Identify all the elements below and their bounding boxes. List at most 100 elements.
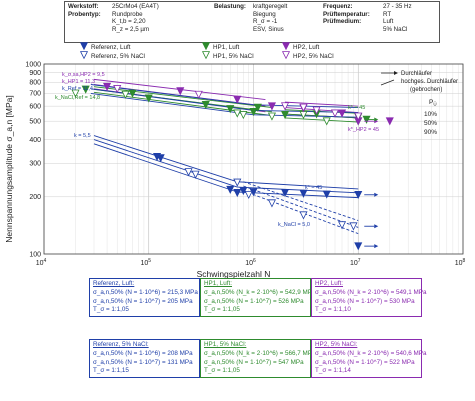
regression-line xyxy=(237,186,359,194)
y-tick-label: 800 xyxy=(29,80,41,87)
summary-box-line: σ_a,n,50% (N = 1·10^7) = 522 MPa xyxy=(315,358,415,366)
slope-label: k = 5,5 xyxy=(74,133,91,139)
summary-box-title: HP1, 5% NaCl: xyxy=(204,341,247,348)
data-point xyxy=(385,117,394,126)
legend-label: HP1, 5% NaCl xyxy=(213,53,254,60)
data-point xyxy=(280,102,290,111)
x-tick-label: 104 xyxy=(36,258,47,267)
data-point xyxy=(354,112,363,121)
data-point xyxy=(299,103,308,112)
summary-box: HP2, 5% NaCl: σ_a,n,50% (N_k = 2·10^6) = … xyxy=(311,339,427,379)
x-axis-label: Schwingspielzahl N xyxy=(197,269,271,279)
legend-marker xyxy=(281,42,291,51)
summary-box-line: T_σ = 1:1,05 xyxy=(204,367,240,375)
summary-box-line: T_σ = 1:1,10 xyxy=(315,306,351,314)
regression-line xyxy=(285,107,359,114)
regression-line xyxy=(93,135,238,183)
data-point xyxy=(337,109,347,118)
data-point xyxy=(156,154,165,163)
header-value: K_t,b = 2,20 xyxy=(112,18,146,26)
slope-label: k_NaCl = 5,0 xyxy=(278,222,310,228)
data-point xyxy=(322,190,331,199)
regression-line xyxy=(285,101,359,107)
legend: Referenz, Luft Referenz, 5% NaCl HP1, Luft… xyxy=(79,42,458,136)
x-tick-label: 107 xyxy=(350,258,361,267)
summary-box-line: σ_a,n,50% (N_k = 2·10^6) = 549,1 MPa xyxy=(315,288,427,296)
header-label: Werkstoff: xyxy=(68,3,99,10)
header-value: Biegung xyxy=(253,10,276,18)
runout-legend-label: hochges. Durchläufer xyxy=(401,79,458,85)
legend-marker xyxy=(201,42,211,51)
summary-box-line: σ_a,n,50% (N = 1·10^7) = 547 MPa xyxy=(204,358,304,366)
y-tick-label: 700 xyxy=(29,91,41,98)
x-tick-label: 106 xyxy=(245,258,256,267)
data-point xyxy=(267,199,276,208)
legend-label: HP1, Luft xyxy=(213,44,240,51)
regression-line xyxy=(237,181,359,190)
summary-box: HP1, 5% NaCl: σ_a,n,50% (N_k = 2·10^6) = … xyxy=(200,339,316,379)
data-point xyxy=(330,109,340,118)
runout-legend-label: (gebrochen) xyxy=(410,87,442,93)
x-tick-label: 105 xyxy=(140,258,151,267)
legend-marker xyxy=(281,51,291,60)
data-point xyxy=(253,103,262,112)
summary-box-title: Referenz, 5% NaCl: xyxy=(93,341,149,348)
summary-box: Referenz, Luft: σ_a,n,50% (N = 1·10^6) = … xyxy=(89,278,200,318)
summary-box-title: HP2, Luft: xyxy=(315,280,344,287)
legend-label: HP2, 5% NaCl xyxy=(293,53,334,60)
regression-line xyxy=(90,92,254,116)
regression-line xyxy=(93,139,238,188)
runout-arrowhead xyxy=(374,192,379,197)
data-point xyxy=(267,112,276,121)
header-value: 5% NaCl xyxy=(383,25,408,33)
summary-box-line: σ_a,n,50% (N = 1·10^6) = 208 MPa xyxy=(93,349,193,357)
slope-annotations: k_σ,sa,HP2 = 9,5k_HP1 = 11,3k_Ref = 11,4… xyxy=(55,72,379,228)
data-point xyxy=(71,89,80,98)
header-label: Prüftemperatur: xyxy=(323,10,370,18)
header-label: Belastung: xyxy=(214,3,246,10)
regression-line xyxy=(243,185,359,228)
data-point xyxy=(322,117,331,126)
data-point xyxy=(233,178,242,187)
header-value: RT xyxy=(383,10,392,18)
data-point xyxy=(184,168,193,177)
y-tick-label: 200 xyxy=(29,194,41,201)
data-point xyxy=(226,105,235,114)
pu-legend-value: 90% xyxy=(424,129,437,136)
slope-label: k_Ref = 11,4 xyxy=(62,86,93,92)
runout-legend-arrow-raised xyxy=(380,79,395,86)
slope-label: k_NaCl,Ref = 14,8 xyxy=(55,95,100,101)
data-point xyxy=(176,87,185,96)
data-point xyxy=(233,188,242,198)
summary-box-title: HP2, 5% NaCl: xyxy=(315,341,358,348)
data-point xyxy=(191,170,200,179)
summary-box-line: T_σ = 1:1,14 xyxy=(315,367,351,375)
legend-marker xyxy=(79,51,89,60)
header-label: Frequenz: xyxy=(323,3,353,10)
y-tick-label: 1000 xyxy=(25,61,41,68)
data-point xyxy=(121,90,130,99)
data-point xyxy=(239,187,248,196)
slope-label: k*_HP2 = 45 xyxy=(348,127,379,133)
y-tick-label: 300 xyxy=(29,161,41,168)
data-point xyxy=(81,85,90,94)
summary-box-line: σ_a,n,50% (N_k = 2·10^6) = 540,6 MPa xyxy=(315,349,427,357)
summary-box-line: σ_a,n,50% (N_k = 2·10^6) = 566,7 MPa xyxy=(204,349,316,357)
data-point xyxy=(194,90,203,99)
pu-legend-value: 50% xyxy=(424,120,437,127)
scatter-bands xyxy=(90,78,359,235)
regression-line xyxy=(90,88,254,111)
regression-line xyxy=(243,181,359,221)
legend-label: Referenz, 5% NaCl xyxy=(91,53,145,60)
slope-label: k_HP1 = 11,3 xyxy=(62,79,95,85)
data-point xyxy=(280,111,290,120)
y-axis-label: Nennspannungsamplitude σ_a,n [MPa] xyxy=(4,95,14,242)
axes: 104 105 106 107 108 100 200 300 400 500 600 700 800 9… xyxy=(4,61,466,279)
y-tick-label: 900 xyxy=(29,70,41,77)
header-label: Prüfmedium: xyxy=(323,18,362,26)
summary-box-line: σ_a,n,50% (N = 1·10^7) = 530 MPa xyxy=(315,297,415,305)
data-point xyxy=(244,190,253,200)
data-point xyxy=(233,109,242,118)
regression-line xyxy=(93,86,272,108)
